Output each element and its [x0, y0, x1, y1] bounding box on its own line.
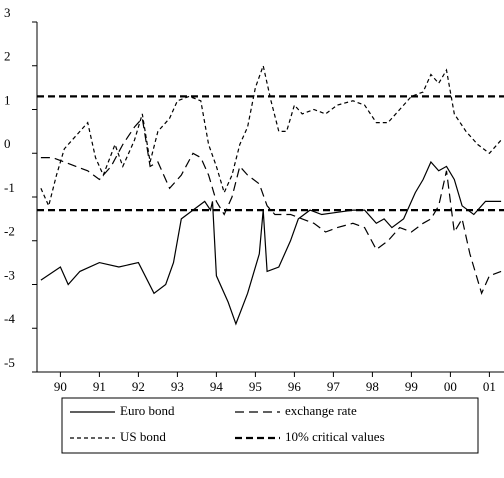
- series-line: [40, 160, 502, 326]
- x-tick-label: 00: [444, 379, 457, 394]
- y-tick-label: 2: [4, 49, 11, 64]
- x-tick-label: 90: [54, 379, 67, 394]
- x-tick-label: 98: [366, 379, 379, 394]
- x-tick-label: 97: [327, 379, 341, 394]
- x-tick-label: 99: [405, 379, 418, 394]
- y-tick-label: 3: [4, 5, 11, 20]
- x-tick-label: 92: [132, 379, 145, 394]
- x-tick-label: 96: [288, 379, 302, 394]
- y-tick-label: -2: [4, 224, 15, 239]
- y-tick-label: -1: [4, 180, 15, 195]
- legend-box: [61, 397, 479, 454]
- y-tick-label: -4: [4, 311, 15, 326]
- legend-label: US bond: [120, 429, 166, 444]
- legend-label: Euro bond: [120, 403, 175, 418]
- y-tick-label: -3: [4, 267, 15, 282]
- y-tick-label: 0: [4, 136, 11, 151]
- x-tick-label: 91: [93, 379, 106, 394]
- series-line: [40, 63, 502, 208]
- series-line: [40, 116, 502, 296]
- x-tick-label: 93: [171, 379, 184, 394]
- y-tick-label: -5: [4, 355, 15, 370]
- x-tick-label: 94: [210, 379, 224, 394]
- x-tick-label: 01: [483, 379, 496, 394]
- legend-label: exchange rate: [285, 403, 357, 418]
- x-tick-label: 95: [249, 379, 262, 394]
- legend-label: 10% critical values: [285, 429, 385, 444]
- y-tick-label: 1: [4, 92, 11, 107]
